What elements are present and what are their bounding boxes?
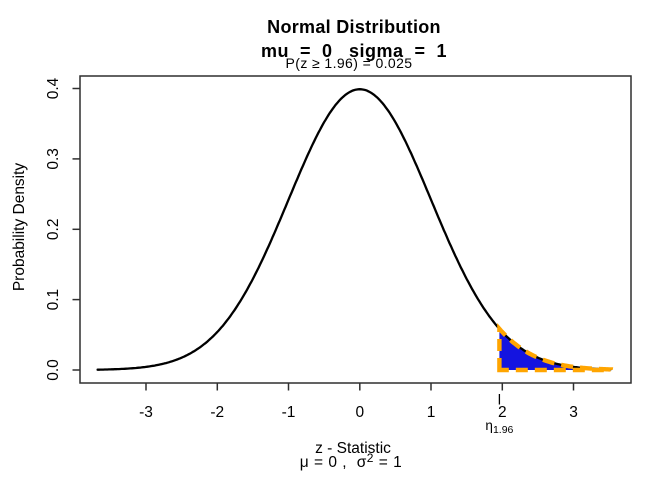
- y-axis: 0.0 0.1 0.2 0.3 0.4: [45, 77, 80, 381]
- x-axis-sublabel: μ = 0 , σ2 = 1: [300, 451, 403, 471]
- mu-sigma-suffix: = 1: [374, 454, 402, 471]
- x-tick-label: 1: [427, 404, 436, 421]
- x-tick-label: -3: [139, 404, 153, 421]
- y-axis-label: Probability Density: [11, 163, 28, 292]
- chart-subtitle: mu = 0 sigma = 1: [261, 41, 447, 61]
- x-tick-label: 3: [569, 404, 578, 421]
- y-tick-label: 0.4: [45, 77, 62, 99]
- x-tick-label: -2: [210, 404, 224, 421]
- x-axis-label: z - Statistic: [315, 440, 391, 457]
- mu-sigma-prefix: μ = 0 , σ: [300, 454, 367, 471]
- x-tick-label: 2: [498, 404, 507, 421]
- y-tick-label: 0.3: [45, 148, 62, 170]
- density-curve: [96, 88, 612, 371]
- shaded-tail-area: [499, 328, 611, 370]
- y-tick-label: 0.1: [45, 289, 62, 311]
- eta-subscript: 1.96: [493, 424, 514, 436]
- shaded-area-dashed-border: [497, 323, 614, 373]
- x-tick-label: -1: [282, 404, 296, 421]
- eta-critical-label: η1.96: [485, 418, 513, 436]
- chart-title: Normal Distribution: [267, 17, 441, 37]
- y-tick-label: 0.0: [45, 359, 62, 381]
- eta-symbol: η: [485, 418, 493, 433]
- plot-box: [79, 75, 632, 384]
- sigma-superscript: 2: [367, 451, 374, 465]
- x-tick-label: 0: [355, 404, 364, 421]
- probability-annotation: P(z ≥ 1.96) = 0.025: [286, 55, 413, 71]
- x-axis: -3 -2 -1 0 1 2 3: [139, 383, 578, 421]
- y-tick-label: 0.2: [45, 219, 62, 241]
